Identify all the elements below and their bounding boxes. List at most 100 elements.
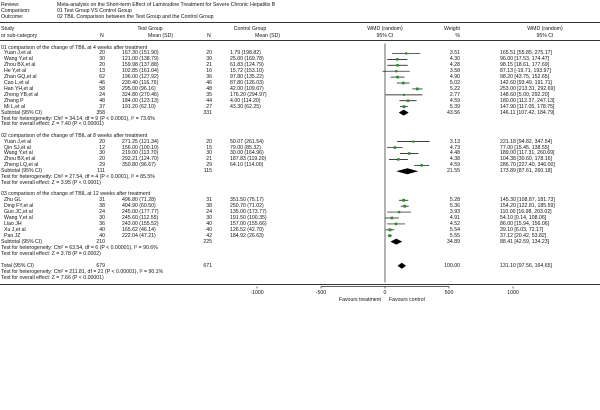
study-1-7-point xyxy=(416,87,419,91)
study-1-3-point xyxy=(396,64,399,67)
study-1-5-mean1: 196.00 (127.92) xyxy=(122,74,159,81)
study-1-1-mean1: 167.30 (151.90) xyxy=(122,50,159,57)
study-3-5-mean2: 157.00 (155.66) xyxy=(230,220,267,227)
study-3-7-n2: 42 xyxy=(206,232,212,239)
study-3-4-n1: 30 xyxy=(99,214,105,221)
study-1-8-mean2: 176.20 (294.97) xyxy=(230,91,267,98)
study-2-4-name: Zhou BX,et al xyxy=(4,156,36,163)
study-1-7-wmd: 253.00 [213.31, 292.69] xyxy=(500,85,555,92)
study-2-5-mean2: 64.10 (114.00) xyxy=(230,162,264,169)
study-3-3-name: Guo JC,et al xyxy=(4,209,33,216)
study-1-4-wmd: 87.13 [-19.71, 193.97] xyxy=(500,68,551,75)
study-1-2-mean1: 121.00 (138.79) xyxy=(122,56,159,63)
study-1-3-mean1: 159.98 (137.88) xyxy=(122,62,159,69)
study-1-7-mean2: 42.00 (109.67) xyxy=(230,85,264,92)
total-diamond xyxy=(397,262,407,269)
heterogeneity-3: Test for heterogeneity: Chi² = 63.54, df… xyxy=(1,244,158,251)
study-2-5-point xyxy=(420,164,423,167)
study-3-7-weight: 5.55 xyxy=(449,232,460,239)
study-2-4-mean2: 187.83 (119.20) xyxy=(230,156,267,163)
study-3-2-point xyxy=(403,204,407,208)
study-3-3-n1: 24 xyxy=(99,209,105,216)
study-1-6-point xyxy=(401,81,405,85)
study-1-10-name: Mi L,et al xyxy=(4,103,26,110)
heterogeneity-1: Test for heterogeneity: Chi² = 34.14, df… xyxy=(1,115,155,122)
study-2-5-weight: 4.59 xyxy=(449,162,460,169)
study-1-7-name: Han YH,et al xyxy=(4,85,34,92)
comparison-label: Comparison: xyxy=(1,8,31,14)
study-3-2-n2: 38 xyxy=(206,203,212,210)
review-title: Meta-analysis on the Short-term Effect o… xyxy=(57,2,276,8)
study-1-3-weight: 4.28 xyxy=(449,62,460,69)
study-1-2-wmd: 96.00 [17.53, 174.47] xyxy=(500,56,550,63)
review-label: Review: xyxy=(1,2,20,8)
study-2-3-point xyxy=(407,152,411,155)
study-3-1-n2: 31 xyxy=(206,197,212,204)
study-1-6-mean2: 87.80 (126.03) xyxy=(230,80,264,87)
study-3-5-wmd: 86.00 [15.94, 156.06] xyxy=(500,220,550,227)
study-2-1-n2: 20 xyxy=(206,138,212,145)
study-1-5-weight: 4.90 xyxy=(449,74,460,81)
study-1-5-wmd: 98.20 [43.75, 152.65] xyxy=(500,74,550,81)
study-2-2-wmd: 77.00 [15.45, 138.55] xyxy=(500,144,550,151)
study-3-7-mean2: 184.92 (26.63) xyxy=(230,232,264,239)
study-2-3-n1: 30 xyxy=(99,150,105,157)
total-overall-effect: Test for overall effect: Z = 7.66 (P < 0… xyxy=(1,274,104,281)
study-3-4-mean1: 245.60 (112.55) xyxy=(122,214,159,221)
study-3-7-mean1: 222.04 (47.21) xyxy=(122,232,156,239)
study-2-2-n2: 15 xyxy=(206,144,212,151)
study-3-1-weight: 5.28 xyxy=(449,197,460,204)
study-3-1-name: Zhu GL xyxy=(4,197,22,204)
subtotal-3-weight: 34.89 xyxy=(447,238,460,245)
study-3-2-name: Ding FY,et al xyxy=(4,203,34,210)
study-3-3-mean2: 135.00 (173.77) xyxy=(230,209,267,216)
study-3-2-mean1: 404.90 (60.50) xyxy=(122,203,156,210)
study-1-5-n2: 36 xyxy=(206,74,212,81)
study-1-7-n1: 58 xyxy=(99,85,105,92)
study-1-6-weight: 5.02 xyxy=(449,80,460,87)
col-control-group: Control Group xyxy=(233,26,267,32)
study-1-3-n1: 20 xyxy=(99,62,105,69)
study-3-4-name: Wang Y,et al xyxy=(4,214,33,221)
study-1-10-weight: 5.39 xyxy=(449,103,460,110)
col-subcat: or sub-category xyxy=(1,33,38,39)
study-3-4-weight: 4.91 xyxy=(449,214,460,221)
total-heterogeneity: Test for heterogeneity: Chi² = 211.81, d… xyxy=(1,268,164,275)
outcome-label: Outcome: xyxy=(1,14,24,20)
col-ci-text: 95% CI xyxy=(536,33,554,39)
study-2-1-n1: 20 xyxy=(99,138,105,145)
study-3-2-n1: 38 xyxy=(99,203,105,210)
study-1-1-wmd: 165.51 [55.85, 275.17] xyxy=(500,50,552,57)
study-1-8-weight: 2.77 xyxy=(449,91,460,98)
study-1-8-name: Zhong YB,et al xyxy=(4,91,39,98)
study-2-3-weight: 4.48 xyxy=(449,150,460,157)
subtotal-2-n1: 111 xyxy=(97,168,105,175)
study-1-1-name: Yuan J,et al xyxy=(4,50,32,57)
study-3-2-mean2: 250.70 (71.02) xyxy=(230,203,264,210)
study-1-8-mean1: 324.80 (270.46) xyxy=(122,91,159,98)
study-1-9-weight: 4.59 xyxy=(449,97,460,104)
study-2-1-weight: 3.13 xyxy=(449,138,460,145)
col-n2: N xyxy=(207,33,211,39)
study-2-5-wmd: 286.70 [227.40, 346.00] xyxy=(500,162,555,169)
study-2-5-n2: 29 xyxy=(206,162,212,169)
study-1-10-wmd: 147.90 [117.05, 178.75] xyxy=(500,103,555,110)
subgroup-title-2: 02 comparison of the change of TBIL at 8… xyxy=(1,132,148,139)
study-1-2-n2: 30 xyxy=(206,56,212,63)
study-3-6-mean2: 126.52 (42.70) xyxy=(230,226,264,233)
study-3-1-wmd: 145.30 [108.87, 181.73] xyxy=(500,197,555,204)
study-3-2-weight: 5.36 xyxy=(449,203,460,210)
study-1-5-point xyxy=(396,75,399,79)
study-1-1-weight: 3.51 xyxy=(449,50,460,57)
study-3-1-mean1: 496.80 (71.28) xyxy=(122,197,156,204)
favours-control-label: Favours control xyxy=(389,296,425,303)
study-3-4-wmd: 54.10 [0.14, 108.06] xyxy=(500,214,547,221)
header-rule-bottom xyxy=(0,40,600,41)
study-1-4-weight: 3.58 xyxy=(449,68,460,75)
study-2-1-mean1: 271.25 (121.34) xyxy=(122,138,159,145)
study-3-4-point xyxy=(390,216,394,220)
study-1-3-wmd: 98.15 [18.61, 177.69] xyxy=(500,62,550,69)
study-2-3-wmd: 189.00 [117.31, 260.69] xyxy=(500,150,555,157)
study-1-4-n1: 13 xyxy=(99,68,105,75)
